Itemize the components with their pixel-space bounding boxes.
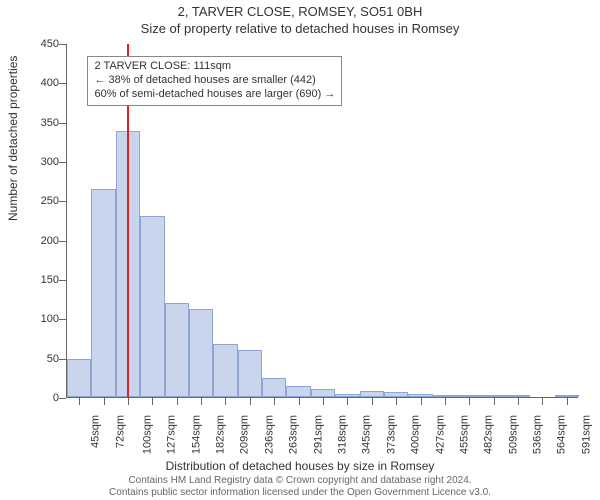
y-tick: [59, 123, 66, 124]
histogram-bar: [140, 216, 164, 397]
histogram-bar: [335, 394, 359, 397]
histogram-bar: [457, 395, 481, 397]
x-tick: [518, 398, 519, 405]
y-tick-label: 0: [23, 392, 59, 404]
x-tick: [299, 398, 300, 405]
histogram-bar: [311, 389, 335, 397]
x-tick: [542, 398, 543, 405]
x-tick: [152, 398, 153, 405]
x-tick: [445, 398, 446, 405]
y-tick: [59, 280, 66, 281]
x-tick: [250, 398, 251, 405]
x-tick: [128, 398, 129, 405]
histogram-bar: [555, 395, 579, 397]
footer-line: Contains HM Land Registry data © Crown c…: [0, 475, 600, 487]
x-tick-label: 427sqm: [434, 415, 446, 454]
x-tick-label: 291sqm: [312, 415, 324, 454]
y-tick-label: 50: [23, 353, 59, 365]
x-tick-label: 263sqm: [288, 415, 300, 454]
annotation-box: 2 TARVER CLOSE: 111sqm← 38% of detached …: [87, 56, 342, 105]
histogram-bar: [506, 395, 530, 397]
x-tick-label: 373sqm: [385, 415, 397, 454]
x-tick-label: 127sqm: [166, 415, 178, 454]
y-tick: [59, 83, 66, 84]
y-tick-label: 250: [23, 195, 59, 207]
y-tick-label: 150: [23, 274, 59, 286]
attribution-footer: Contains HM Land Registry data © Crown c…: [0, 475, 600, 498]
x-tick: [177, 398, 178, 405]
y-axis-label: Number of detached properties: [6, 56, 20, 221]
y-tick: [59, 398, 66, 399]
x-tick: [469, 398, 470, 405]
y-tick-label: 200: [23, 235, 59, 247]
y-tick: [59, 319, 66, 320]
x-tick-label: 45sqm: [90, 415, 102, 448]
histogram-bar: [238, 350, 262, 397]
x-tick: [347, 398, 348, 405]
plot-area: 05010015020025030035040045045sqm72sqm100…: [66, 44, 578, 398]
x-tick-label: 100sqm: [142, 415, 154, 454]
chart-supertitle: 2, TARVER CLOSE, ROMSEY, SO51 0BH: [0, 0, 600, 19]
histogram-bar: [384, 392, 408, 397]
histogram-bar: [213, 344, 237, 397]
histogram-bar: [189, 309, 213, 397]
footer-line: Contains public sector information licen…: [0, 487, 600, 499]
annotation-line: 60% of semi-detached houses are larger (…: [94, 88, 335, 102]
histogram-bar: [67, 359, 91, 397]
chart-root: 2, TARVER CLOSE, ROMSEY, SO51 0BH Size o…: [0, 0, 600, 500]
x-tick-label: 154sqm: [190, 415, 202, 454]
x-tick-label: 318sqm: [337, 415, 349, 454]
x-tick: [494, 398, 495, 405]
histogram-bar: [286, 386, 310, 397]
y-tick: [59, 241, 66, 242]
x-tick: [421, 398, 422, 405]
histogram-bar: [360, 391, 384, 397]
x-tick: [201, 398, 202, 405]
x-tick-label: 182sqm: [215, 415, 227, 454]
x-tick-label: 564sqm: [556, 415, 568, 454]
x-tick-label: 345sqm: [361, 415, 373, 454]
x-tick-label: 591sqm: [580, 415, 592, 454]
x-tick-label: 482sqm: [483, 415, 495, 454]
y-tick: [59, 201, 66, 202]
x-tick: [396, 398, 397, 405]
y-tick: [59, 359, 66, 360]
x-tick-label: 536sqm: [532, 415, 544, 454]
x-tick-label: 455sqm: [458, 415, 470, 454]
annotation-line: 2 TARVER CLOSE: 111sqm: [94, 60, 335, 74]
y-tick: [59, 162, 66, 163]
histogram-bar: [481, 395, 505, 397]
x-tick: [567, 398, 568, 405]
x-tick-label: 236sqm: [263, 415, 275, 454]
y-tick-label: 450: [23, 38, 59, 50]
histogram-bar: [408, 394, 432, 397]
chart-title: Size of property relative to detached ho…: [0, 19, 600, 36]
x-tick-label: 209sqm: [239, 415, 251, 454]
x-tick: [323, 398, 324, 405]
histogram-bar: [91, 189, 115, 397]
y-tick: [59, 44, 66, 45]
y-tick-label: 100: [23, 313, 59, 325]
x-axis-label: Distribution of detached houses by size …: [0, 459, 600, 473]
x-tick-label: 72sqm: [114, 415, 126, 448]
y-tick-label: 300: [23, 156, 59, 168]
x-tick: [104, 398, 105, 405]
x-tick: [372, 398, 373, 405]
x-tick-label: 400sqm: [410, 415, 422, 454]
histogram-bar: [433, 395, 457, 397]
y-tick-label: 350: [23, 117, 59, 129]
y-tick-label: 400: [23, 77, 59, 89]
annotation-line: ← 38% of detached houses are smaller (44…: [94, 74, 335, 88]
x-tick: [79, 398, 80, 405]
x-tick-label: 509sqm: [507, 415, 519, 454]
x-tick: [225, 398, 226, 405]
x-tick: [274, 398, 275, 405]
histogram-bar: [165, 303, 189, 397]
histogram-bar: [262, 378, 286, 397]
